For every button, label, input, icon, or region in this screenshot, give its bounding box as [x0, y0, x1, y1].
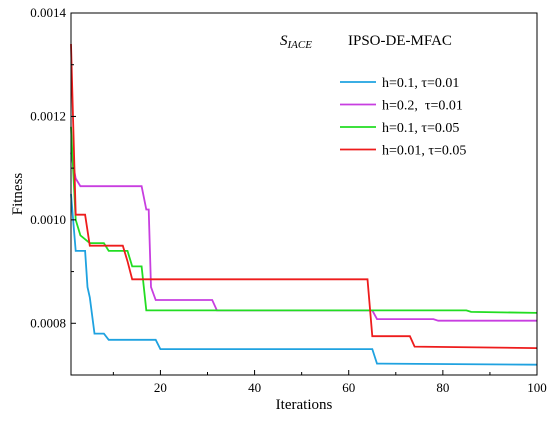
- plot-frame: [70, 12, 538, 376]
- annotation-symbol: SIACE: [280, 33, 312, 51]
- tick-layer: 20 40 60 80 100 0.0008 0.0010 0.0012 0.0014: [30, 5, 547, 395]
- annotation-method: IPSO-DE-MFAC: [348, 33, 452, 49]
- y-axis-label: Fitness: [10, 173, 26, 216]
- x-tick-label-1: 20: [154, 380, 167, 395]
- legend-label-4: h=0.01, τ=0.05: [382, 144, 466, 159]
- annotation-symbol-sub: IACE: [287, 39, 313, 51]
- legend-label-1: h=0.1, τ=0.01: [382, 76, 459, 91]
- y-tick-label-3: 0.0012: [30, 108, 66, 123]
- legend-label-2: h=0.2, τ=0.01: [382, 99, 463, 114]
- series-line-3: [70, 126, 538, 314]
- x-tick-label-2: 40: [248, 380, 261, 395]
- x-axis-label: Iterations: [276, 397, 333, 413]
- series-line-2: [70, 152, 537, 322]
- x-tick-label-3: 60: [342, 380, 355, 395]
- x-tick-label-4: 80: [436, 380, 449, 395]
- legend: h=0.1, τ=0.01 h=0.2, τ=0.01 h=0.1, τ=0.05 h…: [340, 76, 466, 159]
- legend-label-3: h=0.1, τ=0.05: [382, 121, 459, 136]
- x-tick-label-5: 100: [527, 380, 547, 395]
- y-tick-label-2: 0.0010: [30, 212, 66, 227]
- annotation-symbol-main: S: [280, 33, 288, 49]
- series-line-1: [70, 193, 538, 366]
- series-line-4: [70, 43, 538, 349]
- series-layer: [70, 43, 538, 366]
- y-tick-label-4: 0.0014: [30, 5, 66, 20]
- y-tick-label-1: 0.0008: [30, 315, 66, 330]
